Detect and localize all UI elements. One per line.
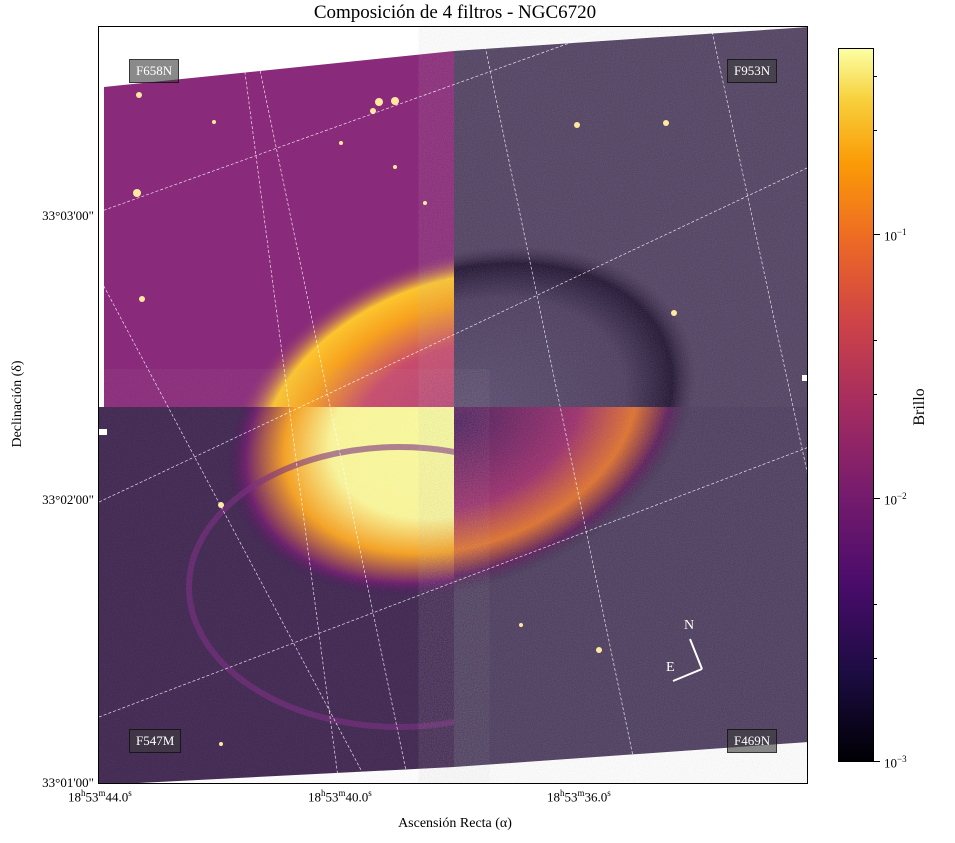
colorbar-minor-tick <box>874 130 877 131</box>
colorbar-tick <box>874 234 880 235</box>
y-axis-label: Declinación (δ) <box>10 360 25 448</box>
colorbar-tick-label: 10−2 <box>884 491 907 508</box>
compass-east-label: E <box>666 660 675 675</box>
colorbar-minor-tick <box>874 604 877 605</box>
coordinate-grid <box>99 27 807 783</box>
nebula-image <box>99 27 807 783</box>
y-tick-label: 33°02'00" <box>42 492 94 507</box>
x-tick-label: 18h53m36.0s <box>547 788 611 805</box>
colorbar-tick-label: 10−1 <box>884 227 907 244</box>
filter-label-bottom-left: F547M <box>129 729 182 753</box>
y-tick-label: 33°03'00" <box>42 208 94 223</box>
colorbar-tick-label: 10−3 <box>884 754 907 771</box>
stars <box>133 92 677 746</box>
colorbar-tick <box>874 498 880 499</box>
colorbar-minor-tick <box>874 340 877 341</box>
filter-label-top-left: F658N <box>129 59 180 83</box>
x-tick-label: 18h53m44.0s <box>68 788 132 805</box>
colorbar-minor-tick <box>874 394 877 395</box>
colorbar-minor-tick <box>874 658 877 659</box>
colorbar-tick <box>874 761 880 762</box>
compass-north-label: N <box>684 618 695 633</box>
page-title: Composición de 4 filtros - NGC6720 <box>313 2 597 23</box>
colorbar <box>838 48 874 762</box>
y-tick-label: 33°01'00" <box>42 775 94 790</box>
image-panel: F658N F953N F547M F469N N E <box>98 26 808 784</box>
x-axis-label: Ascensión Recta (α) <box>398 816 512 831</box>
compass-arrows <box>672 638 703 682</box>
x-tick-label: 18h53m40.0s <box>308 788 372 805</box>
colorbar-label: Brillo <box>911 388 928 426</box>
filter-label-bottom-right: F469N <box>727 729 778 753</box>
filter-label-top-right: F953N <box>727 59 778 83</box>
colorbar-minor-tick <box>874 76 877 77</box>
